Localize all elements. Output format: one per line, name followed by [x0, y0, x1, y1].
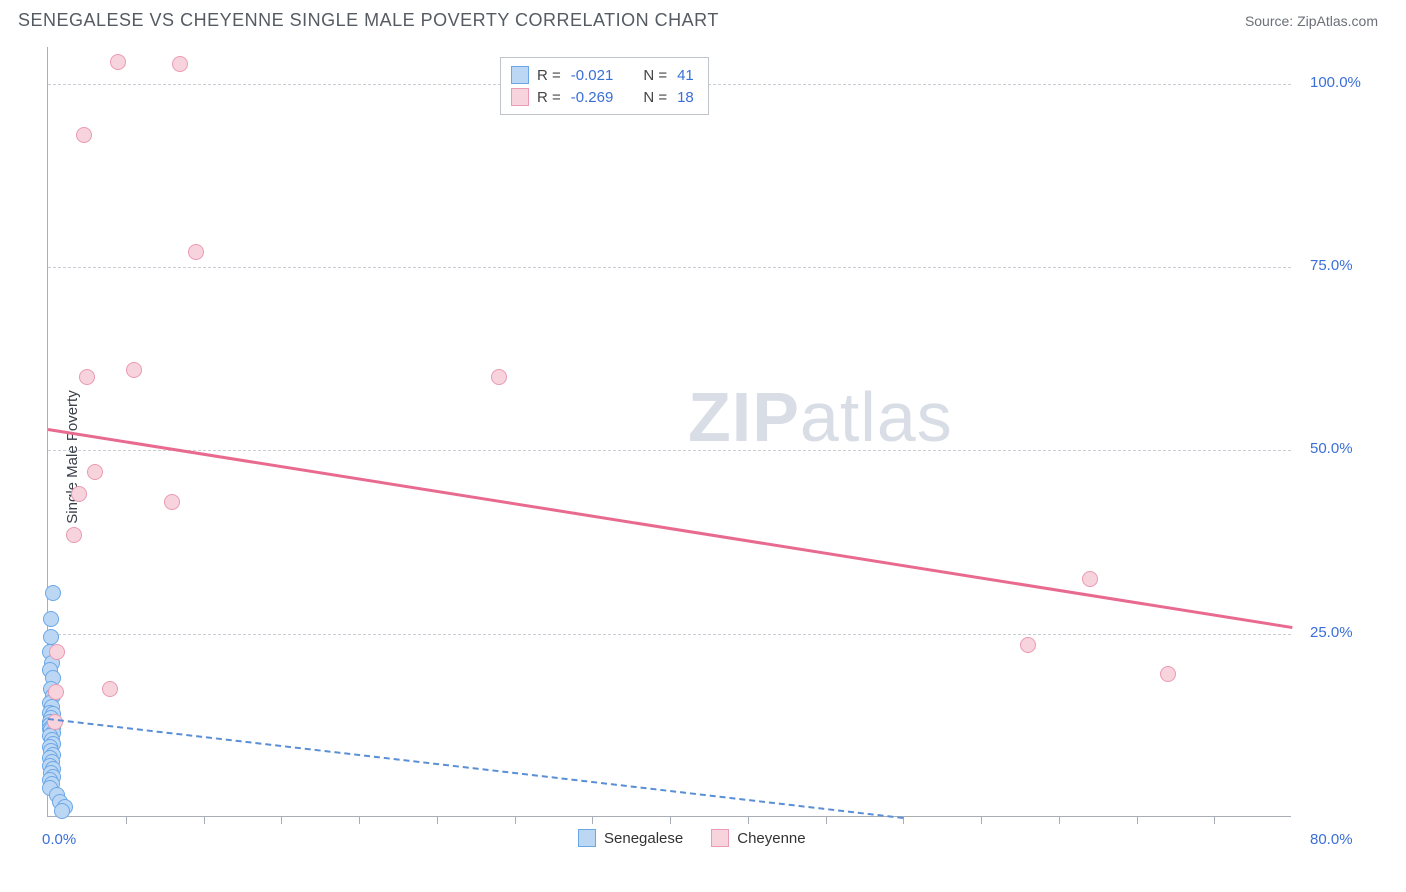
correlation-legend-row: R = -0.269 N = 18: [511, 86, 694, 108]
x-tick: [515, 816, 516, 824]
data-point-cheyenne: [87, 464, 103, 480]
n-value: 41: [677, 67, 694, 84]
gridline: [48, 634, 1291, 635]
series-legend: Senegalese Cheyenne: [578, 829, 806, 847]
series-label: Cheyenne: [737, 830, 805, 847]
r-label: R =: [537, 89, 561, 106]
data-point-cheyenne: [126, 362, 142, 378]
chart-title: SENEGALESE VS CHEYENNE SINGLE MALE POVER…: [18, 10, 719, 31]
data-point-cheyenne: [491, 369, 507, 385]
data-point-senegalese: [45, 585, 61, 601]
x-max-label: 80.0%: [1310, 831, 1353, 848]
gridline: [48, 267, 1291, 268]
data-point-cheyenne: [76, 127, 92, 143]
x-tick: [826, 816, 827, 824]
data-point-cheyenne: [47, 714, 63, 730]
data-point-cheyenne: [71, 486, 87, 502]
legend-swatch: [578, 829, 596, 847]
plot-region: 25.0%50.0%75.0%100.0%0.0%80.0%ZIPatlasR …: [47, 47, 1291, 817]
data-point-cheyenne: [110, 54, 126, 70]
data-point-cheyenne: [66, 527, 82, 543]
data-point-cheyenne: [1082, 571, 1098, 587]
x-tick: [437, 816, 438, 824]
data-point-cheyenne: [48, 684, 64, 700]
data-point-cheyenne: [1020, 637, 1036, 653]
n-label: N =: [643, 67, 667, 84]
data-point-senegalese: [43, 611, 59, 627]
x-tick: [1214, 816, 1215, 824]
y-tick-label: 50.0%: [1310, 440, 1353, 457]
legend-swatch: [511, 66, 529, 84]
x-tick: [1137, 816, 1138, 824]
data-point-senegalese: [43, 629, 59, 645]
trend-line: [48, 428, 1292, 629]
data-point-cheyenne: [172, 56, 188, 72]
x-tick: [1059, 816, 1060, 824]
series-label: Senegalese: [604, 830, 683, 847]
data-point-cheyenne: [188, 244, 204, 260]
data-point-cheyenne: [49, 644, 65, 660]
n-label: N =: [643, 89, 667, 106]
legend-swatch: [711, 829, 729, 847]
x-tick: [981, 816, 982, 824]
y-tick-label: 100.0%: [1310, 74, 1361, 91]
gridline: [48, 450, 1291, 451]
legend-swatch: [511, 88, 529, 106]
x-tick: [281, 816, 282, 824]
series-legend-item: Senegalese: [578, 829, 683, 847]
y-tick-label: 25.0%: [1310, 624, 1353, 641]
data-point-cheyenne: [164, 494, 180, 510]
data-point-senegalese: [54, 803, 70, 819]
x-tick: [204, 816, 205, 824]
r-value: -0.269: [571, 89, 614, 106]
r-value: -0.021: [571, 67, 614, 84]
x-tick: [359, 816, 360, 824]
chart-header: SENEGALESE VS CHEYENNE SINGLE MALE POVER…: [0, 0, 1406, 37]
x-tick: [592, 816, 593, 824]
x-min-label: 0.0%: [42, 831, 76, 848]
series-legend-item: Cheyenne: [711, 829, 805, 847]
trend-line: [48, 718, 903, 819]
n-value: 18: [677, 89, 694, 106]
chart-area: Single Male Poverty 25.0%50.0%75.0%100.0…: [0, 37, 1406, 877]
data-point-cheyenne: [102, 681, 118, 697]
x-tick: [670, 816, 671, 824]
y-tick-label: 75.0%: [1310, 257, 1353, 274]
x-tick: [748, 816, 749, 824]
correlation-legend-row: R = -0.021 N = 41: [511, 64, 694, 86]
data-point-cheyenne: [79, 369, 95, 385]
x-tick: [903, 816, 904, 824]
chart-source: Source: ZipAtlas.com: [1245, 13, 1378, 29]
x-tick: [126, 816, 127, 824]
correlation-legend: R = -0.021 N = 41 R = -0.269 N = 18: [500, 57, 709, 115]
r-label: R =: [537, 67, 561, 84]
data-point-cheyenne: [1160, 666, 1176, 682]
watermark: ZIPatlas: [688, 377, 953, 457]
